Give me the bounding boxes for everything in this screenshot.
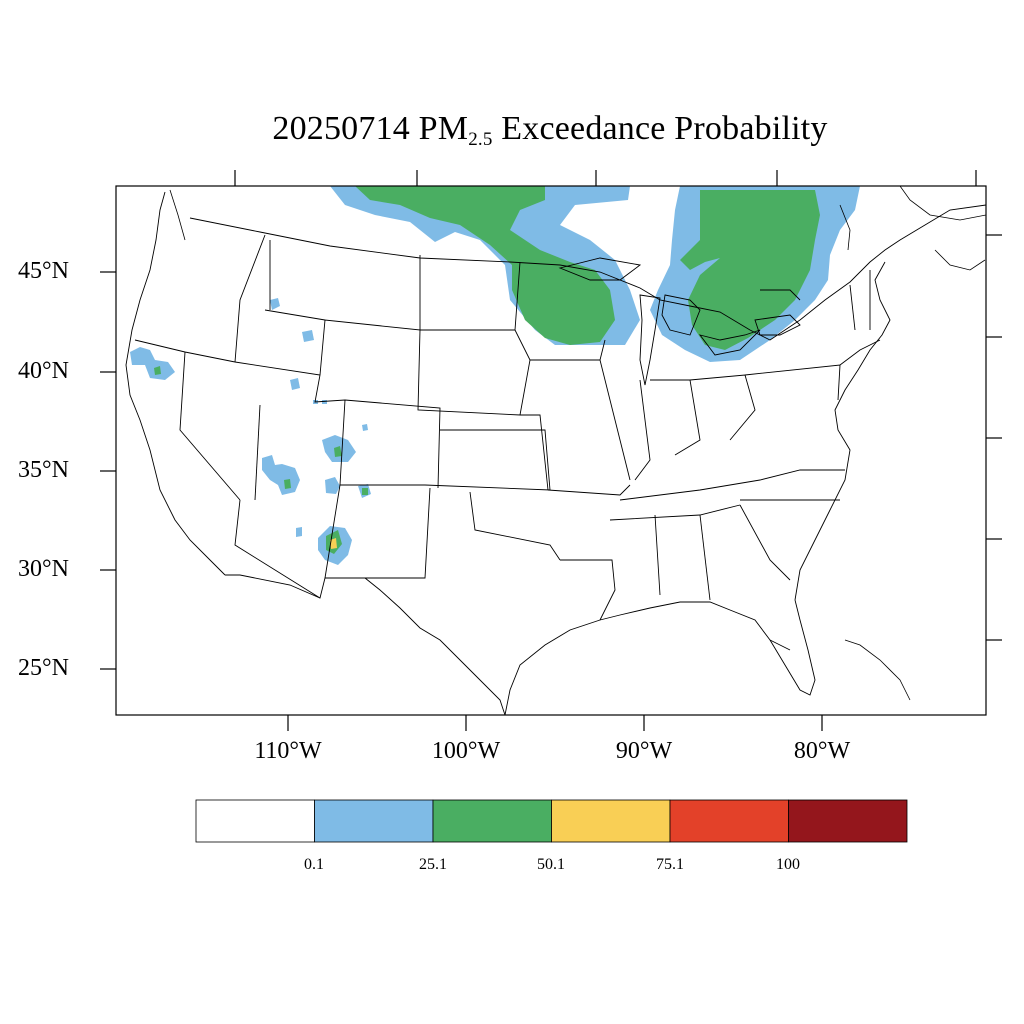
colorbar-label-50-1: 50.1: [537, 856, 565, 873]
lon-label-90: 90°W: [615, 738, 673, 764]
lon-label-100: 100°W: [431, 738, 501, 764]
lat-label-30: 30°N: [18, 556, 69, 582]
lon-label-110: 110°W: [254, 738, 322, 764]
lat-label-35: 35°N: [18, 457, 69, 483]
plume-east-green: [680, 190, 820, 350]
lat-label-25: 25°N: [18, 655, 69, 681]
lon-label-80: 80°W: [793, 738, 851, 764]
probability-field: [130, 186, 860, 565]
ticks: [100, 170, 1002, 731]
lat-label-40: 40°N: [18, 358, 69, 384]
colorbar-label-100: 100: [776, 856, 800, 873]
lat-label-45: 45°N: [18, 258, 69, 284]
colorbar-label-75-1: 75.1: [656, 856, 684, 873]
blob-california: [130, 347, 175, 380]
colorbar: [195, 799, 908, 843]
boundaries: [125, 191, 986, 715]
colorbar-label-25-1: 25.1: [419, 856, 447, 873]
map-frame: [115, 185, 987, 716]
plume-north-green: [355, 186, 615, 345]
blob-arizona-north: [262, 455, 300, 495]
colorbar-label-0-1: 0.1: [304, 856, 324, 873]
map-title: 20250714 PM2.5 Exceedance Probability: [272, 110, 828, 150]
blob-yellow: [330, 538, 337, 549]
